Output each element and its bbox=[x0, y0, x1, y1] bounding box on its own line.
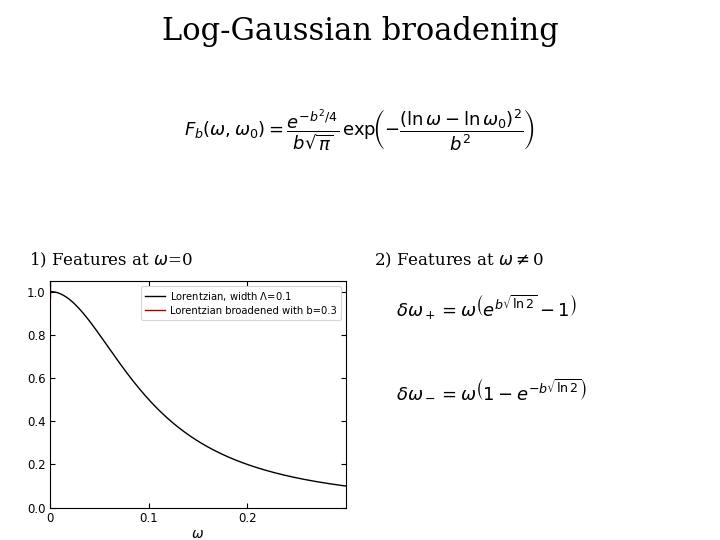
Text: Log-Gaussian broadening: Log-Gaussian broadening bbox=[161, 16, 559, 47]
Lorentzian, width $\Lambda$=0.1 bbox=[341, 483, 350, 489]
Legend: Lorentzian, width $\Lambda$=0.1, Lorentzian broadened with b=0.3: Lorentzian, width $\Lambda$=0.1, Lorentz… bbox=[141, 286, 341, 320]
Text: $\delta\omega_- = \omega \left(1 - e^{-b\sqrt{\ln 2}}\right)$: $\delta\omega_- = \omega \left(1 - e^{-b… bbox=[396, 378, 588, 401]
Line: Lorentzian, width $\Lambda$=0.1: Lorentzian, width $\Lambda$=0.1 bbox=[50, 292, 346, 486]
Text: $F_b(\omega, \omega_0) = \dfrac{e^{-b^2/4}}{b\sqrt{\pi}} \, \mathrm{exp}\!\left(: $F_b(\omega, \omega_0) = \dfrac{e^{-b^2/… bbox=[184, 108, 536, 152]
Lorentzian, width $\Lambda$=0.1 bbox=[234, 458, 243, 464]
Text: 2) Features at $\omega\neq$0: 2) Features at $\omega\neq$0 bbox=[374, 251, 545, 271]
Text: $\delta\omega_+ = \omega \left(e^{b\sqrt{\ln 2}} - 1\right)$: $\delta\omega_+ = \omega \left(e^{b\sqrt… bbox=[396, 292, 577, 321]
Lorentzian, width $\Lambda$=0.1 bbox=[64, 295, 73, 302]
Lorentzian, width $\Lambda$=0.1 bbox=[217, 451, 226, 457]
Line: Lorentzian broadened with b=0.3: Lorentzian broadened with b=0.3 bbox=[50, 0, 346, 297]
X-axis label: $\omega$: $\omega$ bbox=[192, 527, 204, 540]
Text: 1) Features at $\omega$=0: 1) Features at $\omega$=0 bbox=[29, 251, 193, 271]
Lorentzian broadened with b=0.3 bbox=[46, 294, 55, 300]
Lorentzian, width $\Lambda$=0.1 bbox=[270, 469, 279, 476]
Lorentzian, width $\Lambda$=0.1 bbox=[225, 454, 234, 461]
Lorentzian, width $\Lambda$=0.1 bbox=[46, 288, 55, 295]
Lorentzian, width $\Lambda$=0.1 bbox=[300, 476, 309, 483]
